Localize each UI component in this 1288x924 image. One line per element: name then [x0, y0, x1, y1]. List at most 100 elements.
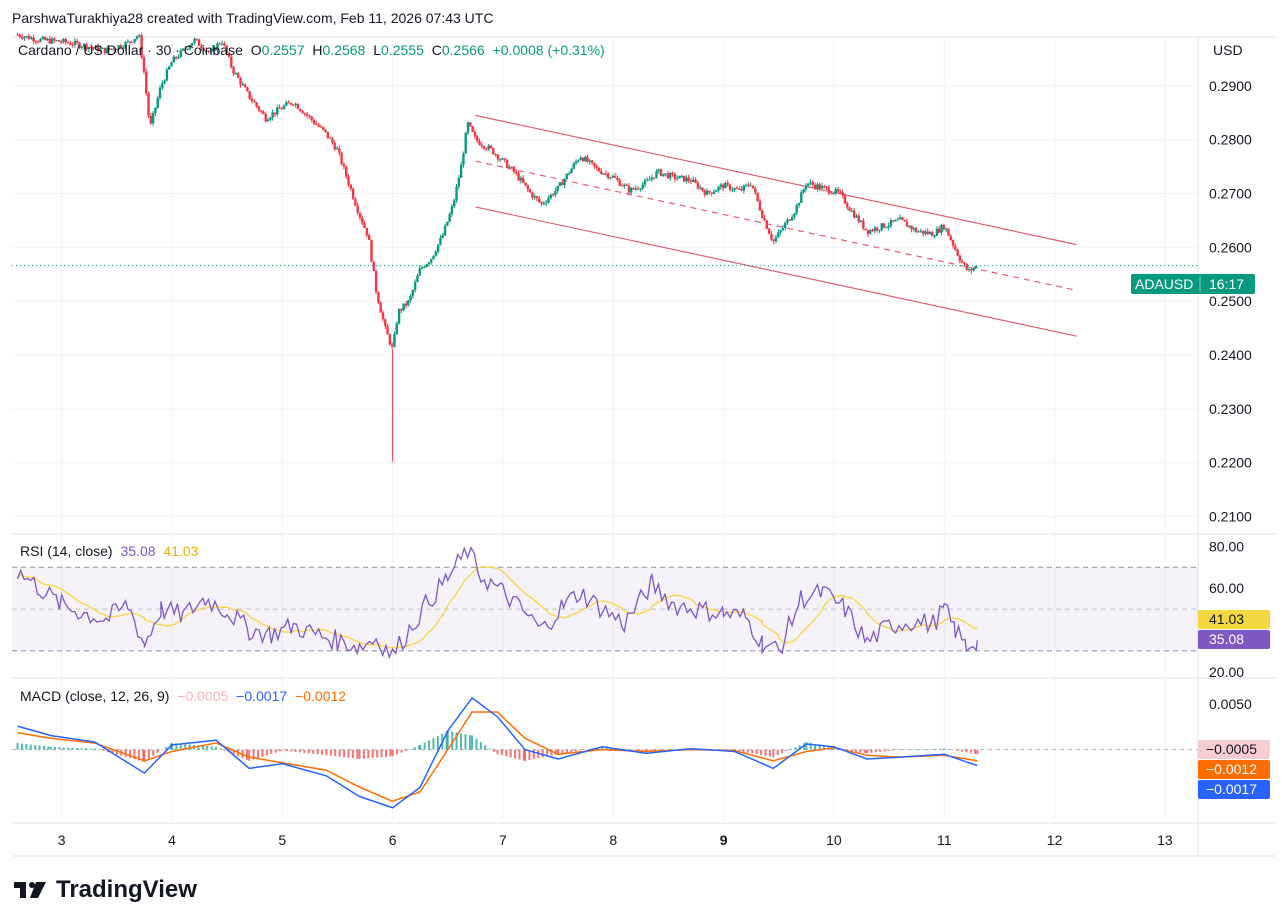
candle-body [593, 162, 596, 167]
candle-body [381, 312, 385, 320]
macd-histogram-bar [781, 749, 784, 754]
tradingview-logo[interactable]: TradingView [12, 876, 197, 904]
candle-body [885, 227, 888, 229]
candle-body [937, 228, 941, 233]
candle-body [701, 187, 704, 191]
macd-histogram-bar [80, 748, 83, 750]
candle-body [751, 185, 755, 189]
macd-histogram-bar [938, 748, 941, 750]
channel-median-line[interactable] [475, 160, 1077, 291]
candle-body [721, 184, 725, 189]
candle-body [292, 104, 295, 106]
rsi-band-fill [12, 567, 1198, 651]
candle-body [287, 102, 290, 104]
macd-histogram-bar [142, 749, 145, 762]
rsi-line [16, 546, 978, 660]
candle-body [393, 334, 396, 347]
candle-body [161, 83, 164, 88]
macd-histogram-bar [71, 747, 74, 750]
time-tick-label: 4 [168, 832, 176, 848]
time-tick-label: 11 [937, 832, 952, 848]
macd-histogram-bar [423, 742, 426, 750]
candle-body [280, 108, 284, 110]
macd-histogram-bar [969, 749, 972, 754]
candle-body [326, 131, 330, 138]
macd-histogram-bar [956, 749, 959, 751]
macd-histogram-bar [930, 748, 933, 750]
open-value: 0.2557 [261, 42, 305, 58]
candle-body [597, 168, 601, 172]
macd-histogram-bar [654, 749, 657, 751]
candle-body [335, 148, 339, 150]
candle-body [974, 265, 978, 269]
channel-lower-line[interactable] [475, 206, 1077, 337]
macd-histogram-bar [294, 749, 297, 752]
symbol-title[interactable]: Cardano / US Dollar · 30 · Coinbase [18, 42, 243, 58]
rsi-label[interactable]: RSI (14, close) [20, 543, 113, 559]
candle-body [846, 203, 849, 208]
macd-histogram-bar [396, 749, 399, 755]
macd-histogram-bar [557, 749, 560, 755]
price-axis[interactable]: USD 0.2900 0.2800 0.2700 0.2600 0.2500 0.2400… [1209, 42, 1252, 525]
candle-body [209, 50, 212, 52]
price-tick-label: 0.2500 [1209, 293, 1252, 309]
macd-histogram-bar [76, 747, 79, 750]
macd-histogram-bar [658, 749, 661, 751]
candle-body [873, 227, 877, 231]
candle-body [634, 188, 637, 190]
macd-label[interactable]: MACD (close, 12, 26, 9) [20, 688, 170, 704]
candle-body [57, 40, 61, 42]
macd-histogram-bar [464, 734, 467, 750]
macd-signal-line [17, 711, 978, 803]
candle-body [687, 177, 690, 181]
candle-body [112, 48, 116, 50]
macd-histogram-bar [522, 749, 525, 761]
low-value: 0.2555 [381, 42, 424, 58]
candle-body [71, 44, 74, 46]
candle-body [259, 110, 263, 112]
candle-body [643, 180, 647, 185]
rsi-pane[interactable]: 80.00 60.00 20.00 41.03 35.08 [12, 538, 1270, 680]
macd-histogram-bar [468, 735, 471, 750]
candle-body [243, 84, 247, 88]
candle-body [627, 185, 631, 193]
candle-body [296, 103, 300, 110]
macd-histogram-bar [34, 745, 37, 750]
symbol-legend: Cardano / US Dollar · 30 · Coinbase O0.2… [18, 42, 609, 58]
candle-body [659, 169, 663, 176]
macd-histogram-bar [356, 749, 359, 759]
macd-histogram-bar [47, 746, 50, 750]
candle-body [94, 45, 97, 48]
candle-body [448, 214, 451, 222]
candle-body [344, 166, 348, 177]
candle-body [905, 221, 909, 227]
candle-body [960, 261, 964, 263]
candle-body [126, 41, 130, 43]
time-axis[interactable]: 3 4 5 6 7 8 9 10 11 12 13 [58, 832, 1173, 848]
price-pane[interactable] [12, 32, 1198, 820]
macd-histogram-bar [58, 747, 61, 750]
candle-body [710, 192, 713, 194]
candle-body [347, 176, 350, 185]
candle-body [64, 38, 67, 43]
falling-channel[interactable] [475, 114, 1077, 337]
candle-body [790, 217, 794, 221]
candle-body [611, 176, 615, 178]
candle-body [947, 228, 950, 236]
candle-body [777, 232, 780, 238]
candle-body [852, 210, 856, 218]
macd-histogram-bar [54, 746, 57, 750]
macd-histogram-bar [98, 749, 101, 751]
macd-histogram-bar [532, 749, 535, 760]
currency-label[interactable]: USD [1213, 42, 1243, 58]
candle-body [623, 184, 626, 186]
candle-body [478, 140, 481, 145]
channel-upper-line[interactable] [475, 114, 1077, 246]
candle-body [404, 303, 408, 306]
candle-body [517, 173, 520, 181]
time-tick-label: 8 [609, 832, 617, 848]
candle-body [818, 184, 821, 189]
candle-body [145, 71, 148, 94]
macd-pane[interactable]: 0.0050 −0.0005 −0.0012 −0.0017 [12, 696, 1270, 809]
